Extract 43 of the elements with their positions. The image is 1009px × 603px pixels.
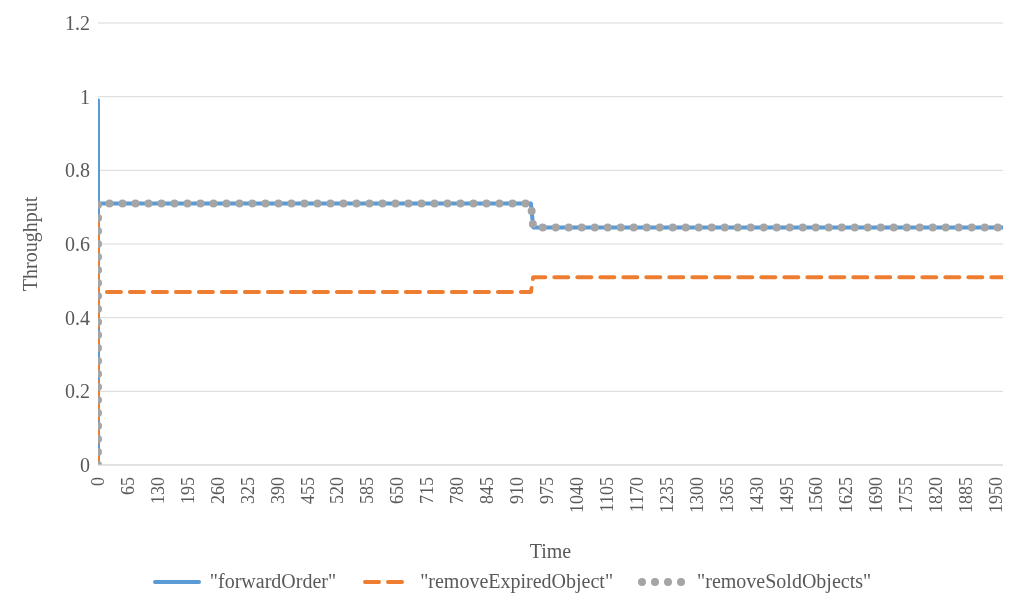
x-tick-label: 845 <box>477 477 498 504</box>
y-tick-label: 1 <box>80 85 90 108</box>
y-tick-label: 0.4 <box>65 306 90 329</box>
x-tick-label: 1755 <box>896 477 917 513</box>
x-tick-label: 520 <box>327 477 348 504</box>
x-tick-label: 195 <box>177 477 198 504</box>
x-tick-label: 0 <box>88 477 108 486</box>
x-axis-title: Time <box>529 540 572 562</box>
y-tick-label: 1.2 <box>65 12 90 35</box>
x-tick-label: 1235 <box>656 477 677 513</box>
y-axis-title: Throughput <box>19 196 43 292</box>
x-tick-label: 1885 <box>956 477 977 513</box>
y-tick-label: 0 <box>80 454 90 477</box>
y-tick-label: 0.6 <box>65 233 90 256</box>
x-tick-label: 1495 <box>776 477 797 513</box>
x-tick-label: 325 <box>237 477 258 504</box>
y-tick-label: 0.2 <box>65 380 90 403</box>
y-tick-label: 0.8 <box>65 159 90 182</box>
x-tick-label: 780 <box>447 477 468 504</box>
legend-label: "removeExpiredObject" <box>420 570 614 593</box>
x-tick-label: 1040 <box>566 477 587 513</box>
x-tick-label: 65 <box>117 477 138 495</box>
x-tick-label: 1430 <box>746 477 767 513</box>
x-tick-label: 455 <box>297 477 318 504</box>
x-tick-label: 1560 <box>806 477 827 513</box>
x-tick-label: 1690 <box>866 477 887 513</box>
x-tick-label: 1105 <box>596 477 617 513</box>
legend-label: "removeSoldObjects" <box>697 570 872 593</box>
legend-label: "forwardOrder" <box>209 570 337 593</box>
x-tick-label: 910 <box>507 477 528 504</box>
x-tick-label: 1950 <box>986 477 1007 513</box>
x-tick-label: 715 <box>417 477 438 504</box>
x-tick-label: 975 <box>537 477 558 504</box>
x-tick-label: 1300 <box>686 477 707 513</box>
x-tick-label: 260 <box>207 477 228 504</box>
x-tick-label: 390 <box>267 477 288 504</box>
x-tick-label: 1170 <box>626 477 647 513</box>
x-tick-label: 650 <box>387 477 408 504</box>
x-tick-label: 585 <box>357 477 378 504</box>
x-tick-label: 130 <box>147 477 168 504</box>
x-tick-label: 1820 <box>926 477 947 513</box>
x-tick-label: 1625 <box>836 477 857 513</box>
x-tick-label: 1365 <box>716 477 737 513</box>
